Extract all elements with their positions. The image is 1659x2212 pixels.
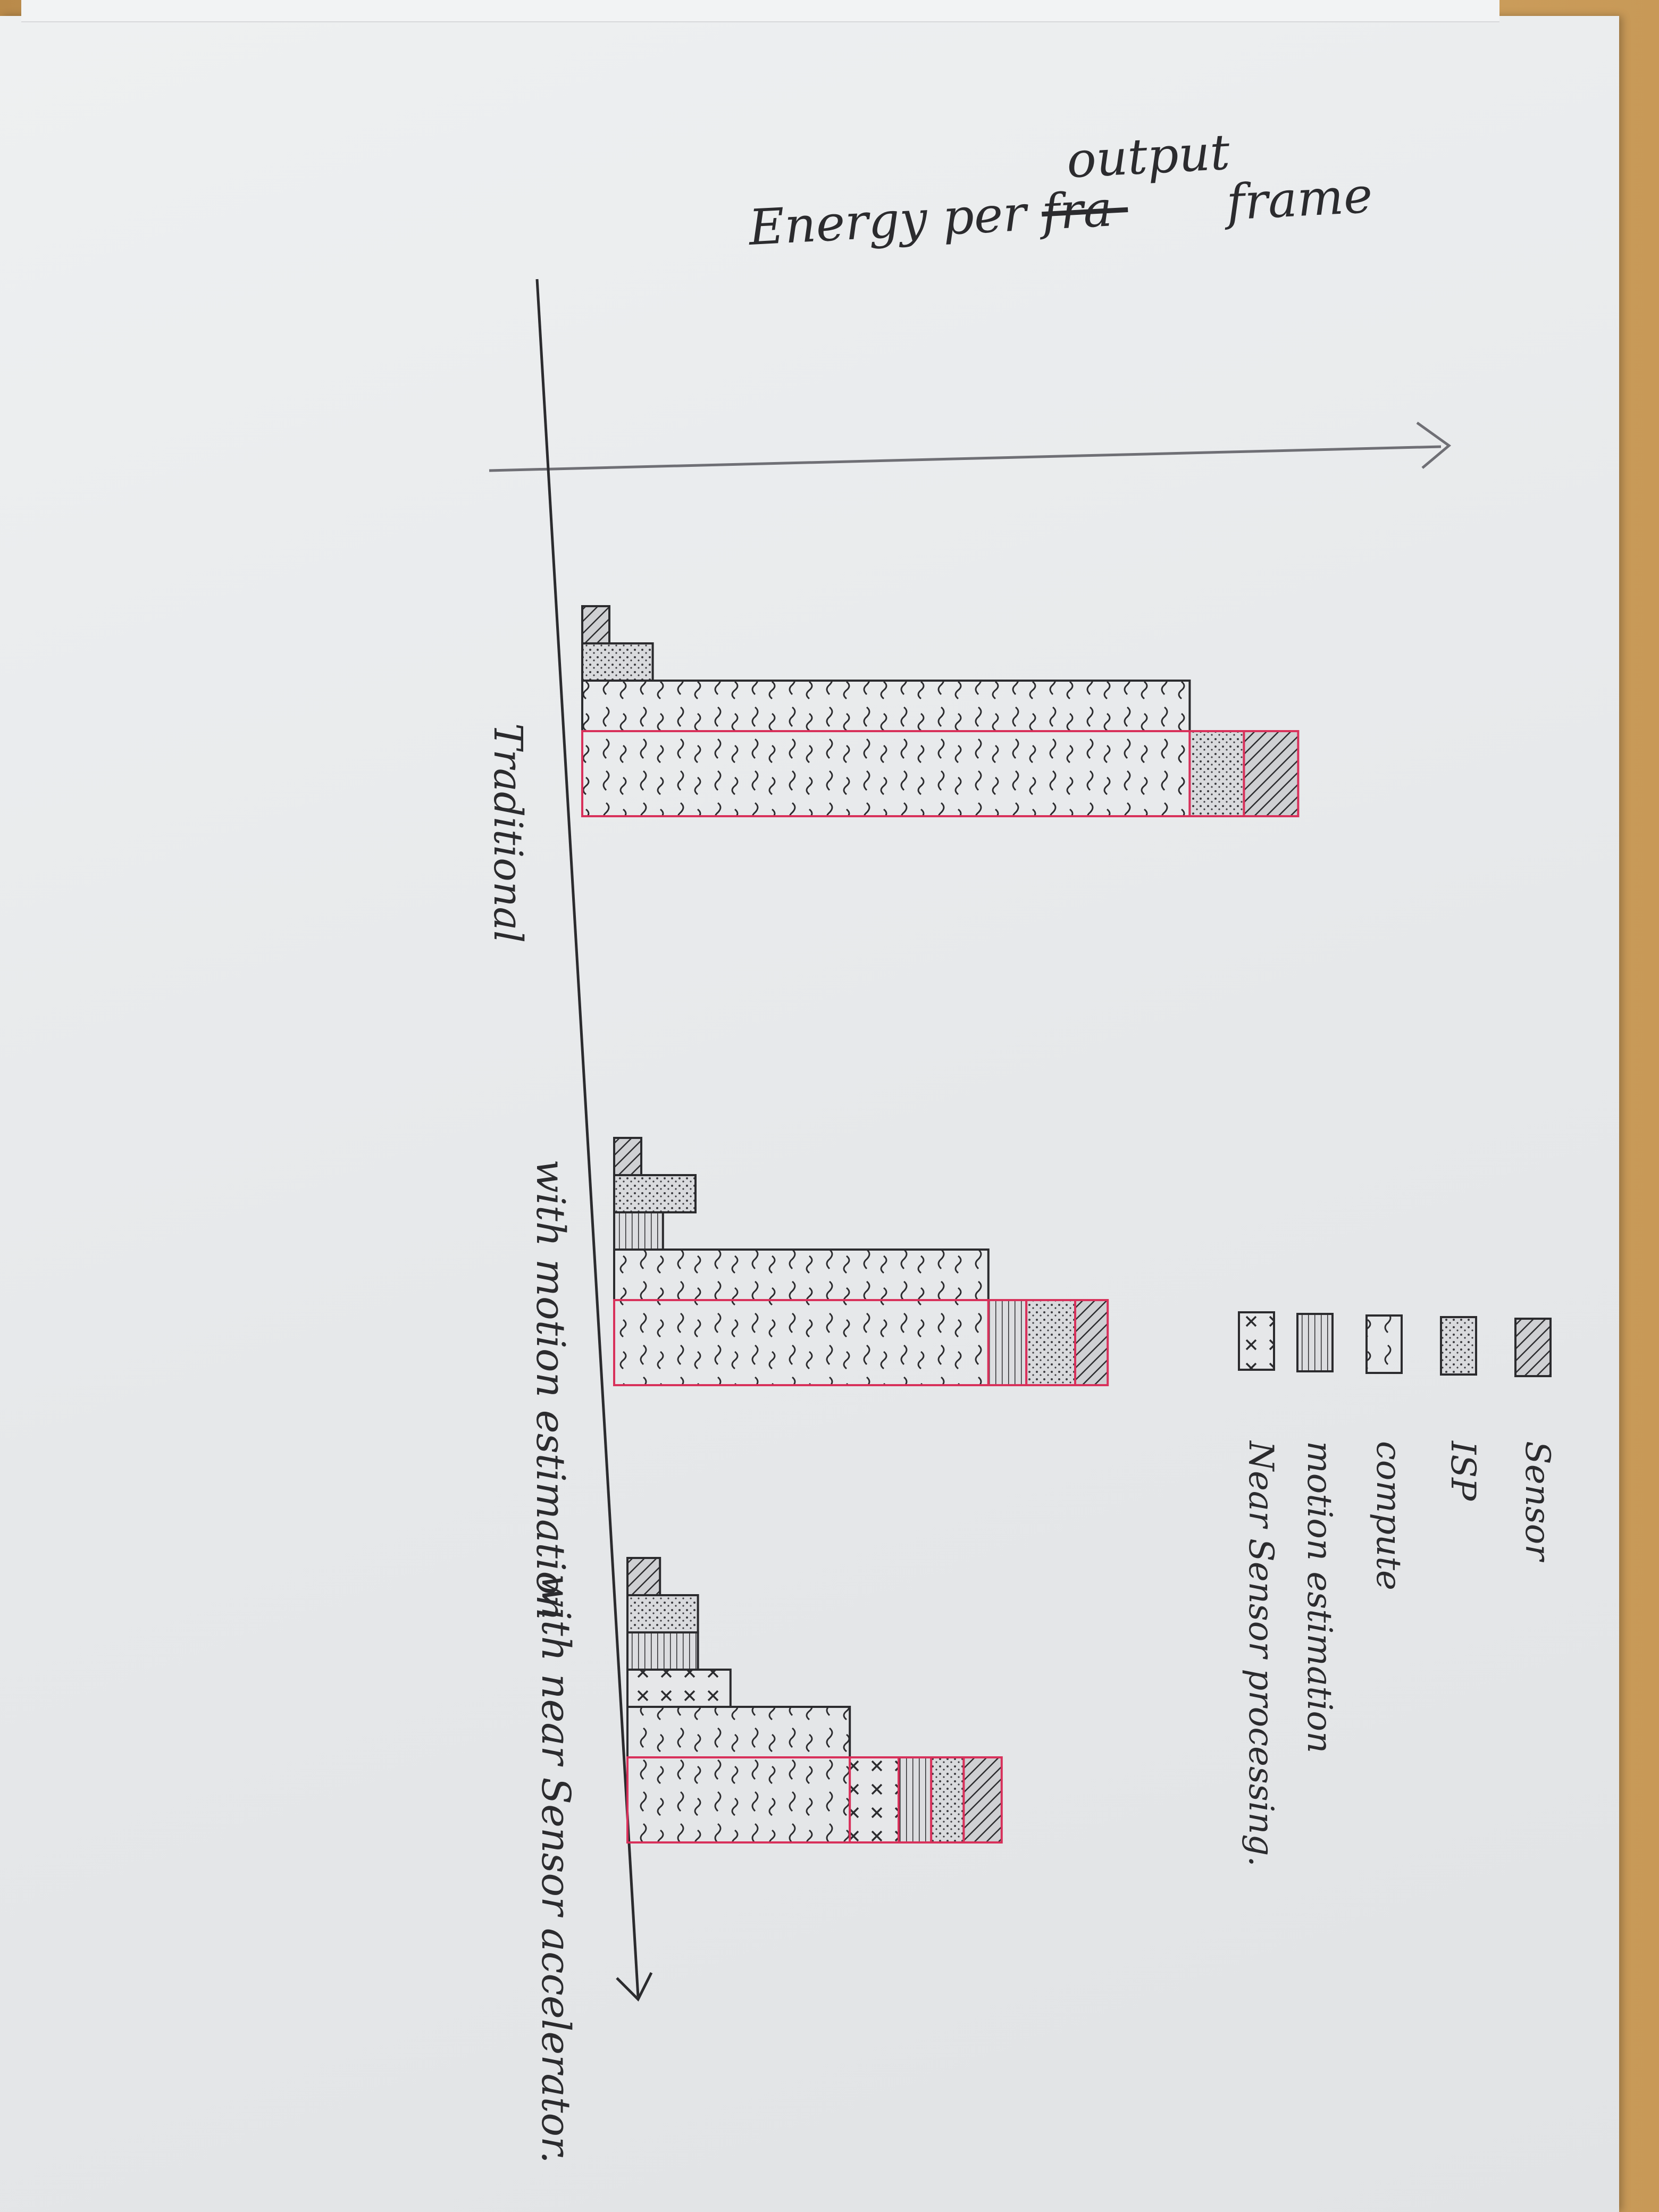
bar-with-motion-estimation-sensor bbox=[613, 1137, 642, 1176]
legend-swatch-near-sensor-processing bbox=[1238, 1311, 1275, 1371]
stacked-segment-with-motion-estimation-compute bbox=[613, 1299, 990, 1386]
bar-traditional-sensor bbox=[581, 605, 610, 644]
bar-with-near-sensor-accelerator-motion-estimation bbox=[626, 1631, 699, 1671]
title-main: Energy per fra output frame bbox=[744, 116, 1374, 256]
bar-with-near-sensor-accelerator-compute bbox=[626, 1706, 851, 1758]
title-inserted-word: output bbox=[1065, 124, 1231, 189]
group-label-with-motion-estimation: with motion estimation bbox=[527, 1159, 573, 1620]
stacked-segment-with-near-sensor-accelerator-sensor bbox=[962, 1756, 1003, 1844]
paper-sheet bbox=[0, 16, 1619, 2212]
bar-with-motion-estimation-isp bbox=[613, 1174, 697, 1213]
legend-label-isp: ISP bbox=[1443, 1440, 1482, 1501]
stacked-segment-with-near-sensor-accelerator-motion-estimation bbox=[898, 1756, 933, 1844]
legend-label-compute: compute bbox=[1369, 1441, 1408, 1590]
stacked-segment-with-motion-estimation-sensor bbox=[1074, 1299, 1109, 1386]
bar-traditional-compute bbox=[581, 680, 1191, 732]
legend: Sensor ISP compute motion estimation Near Se… bbox=[1238, 1311, 1557, 1867]
legend-swatch-motion-estimation bbox=[1296, 1313, 1334, 1372]
bars-layer bbox=[581, 605, 1300, 1844]
title-part-frame: frame bbox=[1210, 167, 1374, 232]
legend-swatch-compute bbox=[1365, 1314, 1403, 1374]
bar-with-near-sensor-accelerator-isp bbox=[626, 1594, 699, 1633]
legend-label-sensor: Sensor bbox=[1518, 1441, 1557, 1562]
paper-edge bbox=[21, 0, 1499, 22]
stacked-segment-with-near-sensor-accelerator-isp bbox=[930, 1756, 965, 1844]
value-axis-arrowhead bbox=[1416, 421, 1452, 469]
title-part-energy-per: Energy per bbox=[747, 184, 1043, 256]
category-axis-arrowhead bbox=[616, 1972, 653, 2002]
stacked-segment-with-near-sensor-accelerator-near-sensor-processing bbox=[849, 1756, 900, 1844]
bar-with-near-sensor-accelerator-sensor bbox=[626, 1557, 661, 1596]
title-struck-word: fra bbox=[1037, 180, 1129, 241]
legend-swatch-isp bbox=[1440, 1316, 1477, 1376]
chart-title: Energy per fra output frame bbox=[744, 116, 1374, 257]
bar-with-motion-estimation-compute bbox=[613, 1249, 990, 1301]
stacked-segment-with-near-sensor-accelerator-compute bbox=[626, 1756, 851, 1844]
stacked-segment-traditional-sensor bbox=[1243, 730, 1300, 817]
bar-with-motion-estimation-motion-estimation bbox=[613, 1211, 664, 1251]
value-axis-line bbox=[489, 445, 1442, 472]
bar-with-near-sensor-accelerator-near-sensor-processing bbox=[626, 1669, 732, 1708]
stacked-segment-with-motion-estimation-motion-estimation bbox=[987, 1299, 1028, 1386]
stacked-segment-with-motion-estimation-isp bbox=[1025, 1299, 1076, 1386]
group-label-with-near-sensor-accelerator: with near Sensor accelerator. bbox=[533, 1574, 579, 2164]
bar-traditional-isp bbox=[581, 642, 654, 682]
stacked-segment-traditional-compute bbox=[581, 730, 1191, 817]
stacked-segment-traditional-isp bbox=[1188, 730, 1245, 817]
group-label-traditional: Traditional bbox=[485, 723, 531, 943]
category-axis-line bbox=[535, 279, 640, 1997]
legend-label-near-sensor-processing: Near Sensor processing. bbox=[1241, 1440, 1280, 1867]
legend-swatch-sensor bbox=[1514, 1318, 1552, 1377]
legend-label-motion-estimation: motion estimation bbox=[1300, 1441, 1339, 1753]
